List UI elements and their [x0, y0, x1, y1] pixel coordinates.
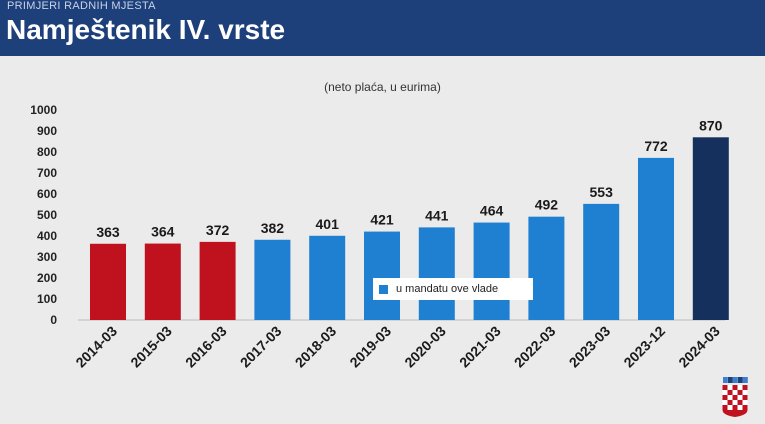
- x-tick-label: 2022-03: [511, 323, 559, 371]
- croatian-coat-of-arms-icon: [722, 377, 748, 417]
- bar: [364, 231, 400, 320]
- crest-square: [727, 385, 733, 390]
- header-supertitle: PRIMJERI RADNIH MJESTA: [7, 0, 156, 12]
- crest-square: [742, 395, 748, 400]
- y-tick-label: 800: [37, 145, 57, 159]
- data-label: 492: [535, 197, 559, 213]
- crest-square: [732, 390, 738, 395]
- chart-subtitle: (neto plaća, u eurima): [324, 80, 441, 94]
- x-tick-label: 2018-03: [292, 323, 340, 371]
- y-tick-label: 600: [37, 187, 57, 201]
- page-title: Namještenik IV. vrste: [6, 14, 286, 45]
- y-tick-label: 700: [37, 166, 57, 180]
- x-tick-label: 2016-03: [182, 323, 230, 371]
- y-tick-label: 0: [50, 313, 57, 327]
- x-tick-label: 2019-03: [346, 323, 394, 371]
- data-label: 364: [151, 224, 175, 240]
- data-label: 464: [480, 203, 504, 219]
- crest-square: [737, 405, 743, 410]
- x-tick-label: 2023-03: [566, 323, 614, 371]
- bar: [692, 137, 729, 320]
- crest-square: [722, 390, 728, 395]
- bar: [90, 243, 126, 320]
- x-tick-label: 2015-03: [127, 323, 175, 371]
- crest-square: [722, 385, 728, 390]
- y-tick-label: 900: [37, 124, 57, 138]
- chart-legend: u mandatu ove vlade: [373, 278, 533, 300]
- crest-square: [732, 385, 738, 390]
- crest-square: [727, 390, 733, 395]
- bar: [638, 157, 674, 320]
- data-label: 401: [316, 216, 340, 232]
- bar: [528, 216, 565, 320]
- data-label: 421: [370, 212, 394, 228]
- crest-square: [742, 400, 748, 405]
- bar: [254, 239, 291, 320]
- data-label: 772: [644, 138, 668, 154]
- crest-square: [737, 390, 743, 395]
- header-bar: PRIMJERI RADNIH MJESTA Namještenik IV. v…: [0, 0, 765, 56]
- x-tick-label: 2021-03: [456, 323, 504, 371]
- bar: [473, 222, 510, 320]
- y-tick-label: 200: [37, 271, 57, 285]
- x-tick-label: 2017-03: [237, 323, 285, 371]
- y-tick-label: 1000: [30, 103, 57, 117]
- bar: [583, 203, 620, 320]
- crest-square: [732, 395, 738, 400]
- legend-label: u mandatu ove vlade: [396, 283, 499, 295]
- bar: [418, 227, 455, 320]
- crest-square: [727, 395, 733, 400]
- bar: [144, 243, 181, 320]
- x-tick-label: 2024-03: [675, 323, 723, 371]
- crest-square: [742, 390, 748, 395]
- data-label: 372: [206, 222, 230, 238]
- crest-square: [722, 395, 728, 400]
- x-tick-label: 2014-03: [72, 323, 120, 371]
- data-label: 553: [590, 184, 614, 200]
- data-label: 382: [261, 220, 285, 236]
- crest-square: [732, 405, 738, 410]
- data-label: 870: [699, 117, 723, 133]
- y-tick-label: 400: [37, 229, 57, 243]
- crest-crown: [723, 377, 748, 383]
- crest-square: [732, 400, 738, 405]
- data-label: 441: [425, 207, 449, 223]
- crest-square: [722, 400, 728, 405]
- bar: [309, 235, 346, 320]
- crest-square: [737, 400, 743, 405]
- crest-square: [742, 385, 748, 390]
- crest-square: [722, 405, 728, 410]
- x-tick-label: 2020-03: [401, 323, 449, 371]
- crest-square: [737, 395, 743, 400]
- crest-square: [727, 405, 733, 410]
- crest-shield: [722, 385, 748, 417]
- crest-bottom: [722, 410, 748, 417]
- crest-square: [742, 405, 748, 410]
- data-label: 363: [96, 224, 120, 240]
- y-tick-label: 500: [37, 208, 57, 222]
- y-tick-label: 300: [37, 250, 57, 264]
- bar: [199, 241, 236, 320]
- x-tick-label: 2023-12: [620, 323, 668, 371]
- y-tick-label: 100: [37, 292, 57, 306]
- legend-swatch: [379, 284, 388, 294]
- crest-square: [727, 400, 733, 405]
- crest-square: [737, 385, 743, 390]
